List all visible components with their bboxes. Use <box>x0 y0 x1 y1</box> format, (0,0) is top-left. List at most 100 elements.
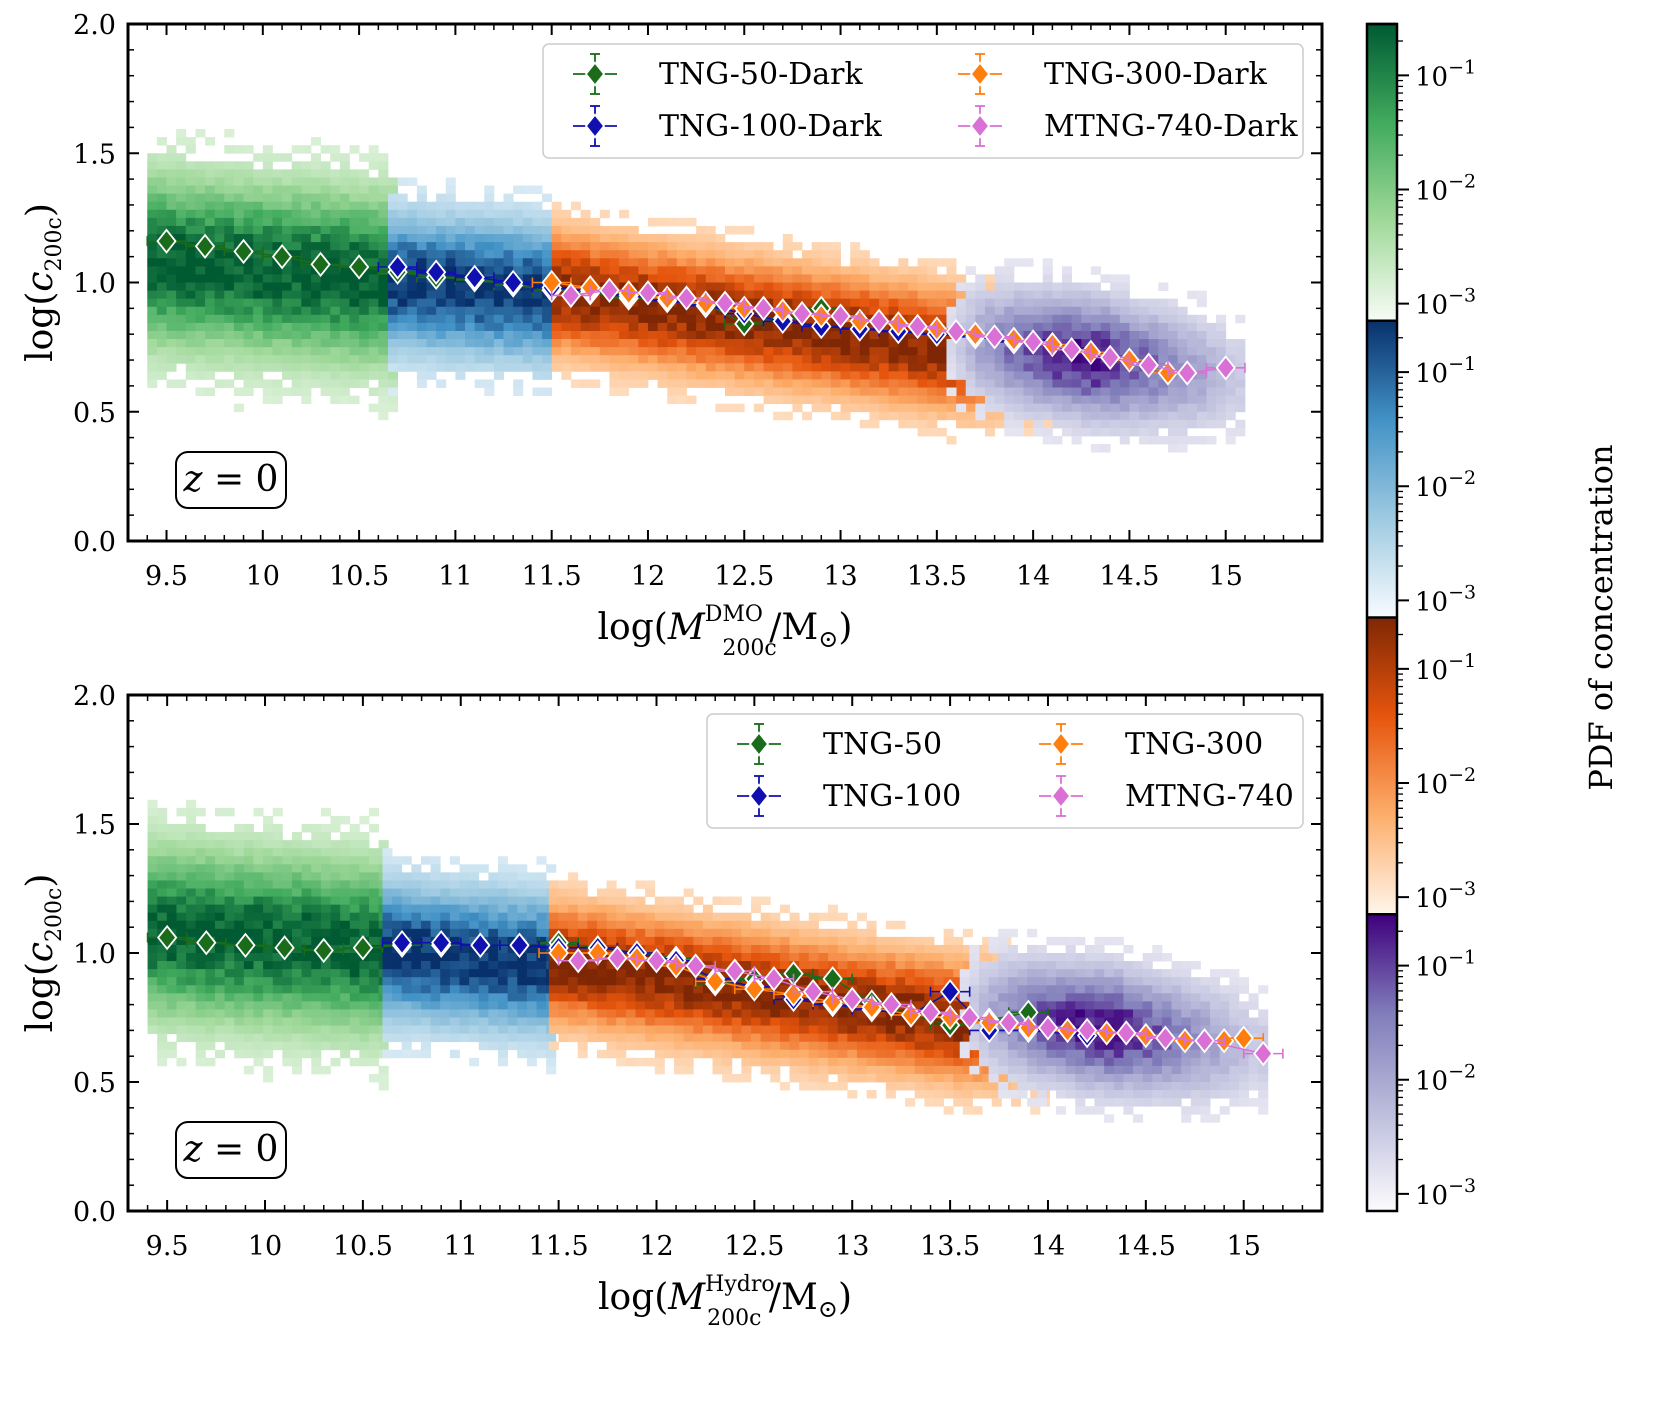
histogram-cell <box>253 283 263 291</box>
histogram-cell <box>869 291 879 299</box>
histogram-cell <box>253 937 263 945</box>
histogram-cell <box>558 889 568 897</box>
histogram-cell <box>754 355 764 363</box>
histogram-cell <box>186 283 196 291</box>
histogram-cell <box>956 412 966 420</box>
histogram-cell <box>398 347 408 355</box>
histogram-cell <box>664 921 674 929</box>
histogram-cell <box>292 937 302 945</box>
histogram-cell <box>157 339 167 347</box>
histogram-cell <box>703 1001 713 1009</box>
histogram-cell <box>703 945 713 953</box>
histogram-cell <box>392 1034 402 1042</box>
histogram-cell <box>542 250 552 258</box>
histogram-cell <box>571 355 581 363</box>
histogram-cell <box>532 274 542 282</box>
histogram-cell <box>1081 388 1091 396</box>
histogram-cell <box>148 872 158 880</box>
histogram-cell <box>263 816 273 824</box>
histogram-cell <box>431 961 441 969</box>
histogram-cell <box>571 250 581 258</box>
histogram-cell <box>754 371 764 379</box>
histogram-cell <box>770 1018 780 1026</box>
histogram-cell <box>494 242 504 250</box>
histogram-cell <box>176 824 186 832</box>
histogram-cell <box>450 889 460 897</box>
histogram-cell <box>1139 339 1149 347</box>
histogram-cell <box>1024 299 1034 307</box>
histogram-cell <box>421 1042 431 1050</box>
histogram-cell <box>937 428 947 436</box>
histogram-cell <box>331 937 341 945</box>
histogram-cell <box>927 379 937 387</box>
histogram-cell <box>302 864 312 872</box>
histogram-cell <box>459 969 469 977</box>
histogram-cell <box>205 1009 215 1017</box>
histogram-cell <box>407 291 417 299</box>
histogram-cell <box>215 808 225 816</box>
histogram-cell <box>244 291 254 299</box>
histogram-cell <box>479 897 489 905</box>
histogram-cell <box>234 1042 244 1050</box>
histogram-cell <box>176 129 186 137</box>
histogram-cell <box>392 1009 402 1017</box>
histogram-cell <box>272 363 282 371</box>
histogram-cell <box>494 291 504 299</box>
histogram-cell <box>946 299 956 307</box>
histogram-cell <box>831 379 841 387</box>
histogram-cell <box>340 816 350 824</box>
histogram-cell <box>330 194 340 202</box>
histogram-cell <box>1120 331 1130 339</box>
histogram-cell <box>311 1018 321 1026</box>
histogram-cell <box>186 347 196 355</box>
histogram-cell <box>696 331 706 339</box>
histogram-cell <box>340 961 350 969</box>
histogram-cell <box>321 363 331 371</box>
histogram-cell <box>513 315 523 323</box>
histogram-cell <box>1158 412 1168 420</box>
histogram-cell <box>744 266 754 274</box>
histogram-cell <box>147 250 157 258</box>
histogram-cell <box>378 234 388 242</box>
histogram-cell <box>167 985 177 993</box>
histogram-cell <box>1235 428 1245 436</box>
histogram-cell <box>1052 323 1062 331</box>
histogram-cell <box>537 993 547 1001</box>
histogram-cell <box>703 1026 713 1034</box>
histogram-cell <box>1004 274 1014 282</box>
histogram-cell <box>722 1034 732 1042</box>
histogram-cell <box>889 266 899 274</box>
histogram-cell <box>508 1042 518 1050</box>
histogram-cell <box>331 889 341 897</box>
histogram-cell <box>831 250 841 258</box>
histogram-cell <box>677 379 687 387</box>
histogram-cell <box>831 274 841 282</box>
histogram-cell <box>331 961 341 969</box>
histogram-cell <box>1178 436 1188 444</box>
histogram-cell <box>369 323 379 331</box>
histogram-cell <box>655 1018 665 1026</box>
histogram-cell <box>340 848 350 856</box>
histogram-cell <box>427 210 437 218</box>
histogram-cell <box>638 234 648 242</box>
histogram-cell <box>167 993 177 1001</box>
histogram-cell <box>282 921 292 929</box>
histogram-cell <box>1043 258 1053 266</box>
histogram-cell <box>850 250 860 258</box>
histogram-cell <box>407 299 417 307</box>
histogram-cell <box>590 323 600 331</box>
histogram-cell <box>157 913 167 921</box>
histogram-cell <box>494 331 504 339</box>
histogram-cell <box>1197 315 1207 323</box>
histogram-cell <box>273 897 283 905</box>
histogram-cell <box>484 242 494 250</box>
histogram-cell <box>527 985 537 993</box>
histogram-cell <box>311 323 321 331</box>
histogram-cell <box>590 242 600 250</box>
histogram-cell <box>176 832 186 840</box>
histogram-cell <box>537 1009 547 1017</box>
histogram-cell <box>735 283 745 291</box>
histogram-cell <box>359 1009 369 1017</box>
histogram-cell <box>725 250 735 258</box>
histogram-cell <box>282 913 292 921</box>
